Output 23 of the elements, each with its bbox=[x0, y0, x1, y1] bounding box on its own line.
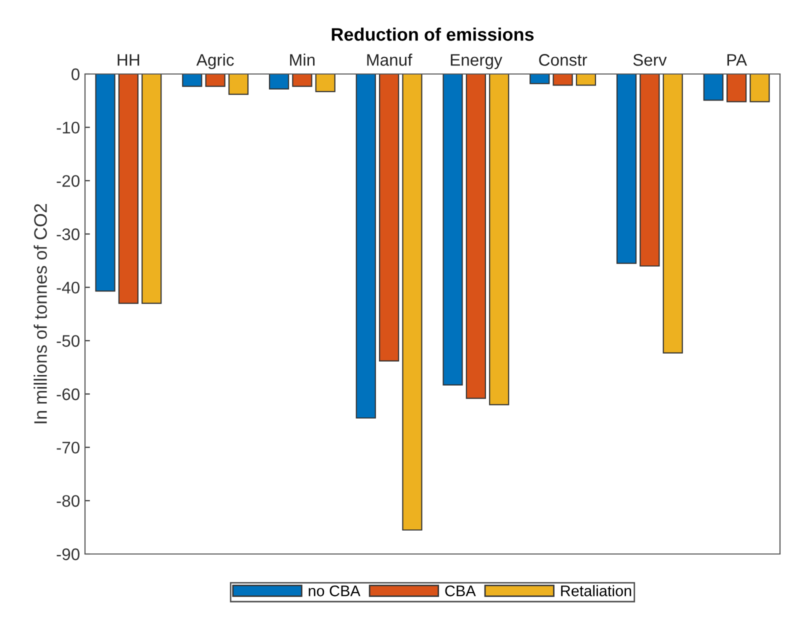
y-tick-label: -30 bbox=[56, 228, 80, 240]
x-tick-label: Constr bbox=[539, 54, 588, 66]
x-tick-label: Manuf bbox=[367, 54, 412, 66]
y-tick-label: -10 bbox=[56, 122, 80, 134]
y-tick-label: -80 bbox=[56, 495, 80, 507]
y-axis-title: In millions of tonnes of CO2 bbox=[34, 204, 47, 424]
y-tick-label: -40 bbox=[56, 282, 80, 294]
legend-label: CBA bbox=[445, 585, 476, 596]
legend-label: no CBA bbox=[308, 585, 360, 596]
y-tick-label: -50 bbox=[56, 335, 80, 347]
x-tick-label: PA bbox=[727, 54, 748, 66]
y-tick-label: 0 bbox=[72, 68, 80, 80]
y-tick-label: -70 bbox=[56, 442, 80, 454]
x-tick-label: Serv bbox=[633, 54, 667, 66]
x-tick-label: HH bbox=[118, 54, 140, 66]
y-tick-label: -20 bbox=[56, 175, 80, 187]
y-tick-label: -90 bbox=[56, 548, 80, 560]
x-tick-label: Min bbox=[290, 54, 315, 66]
x-tick-label: Energy bbox=[450, 54, 502, 70]
legend-label: Retaliation bbox=[561, 585, 632, 596]
chart-title: Reduction of emissions bbox=[332, 28, 534, 41]
y-tick-label: -60 bbox=[56, 388, 80, 400]
x-tick-label: Agric bbox=[196, 54, 234, 70]
